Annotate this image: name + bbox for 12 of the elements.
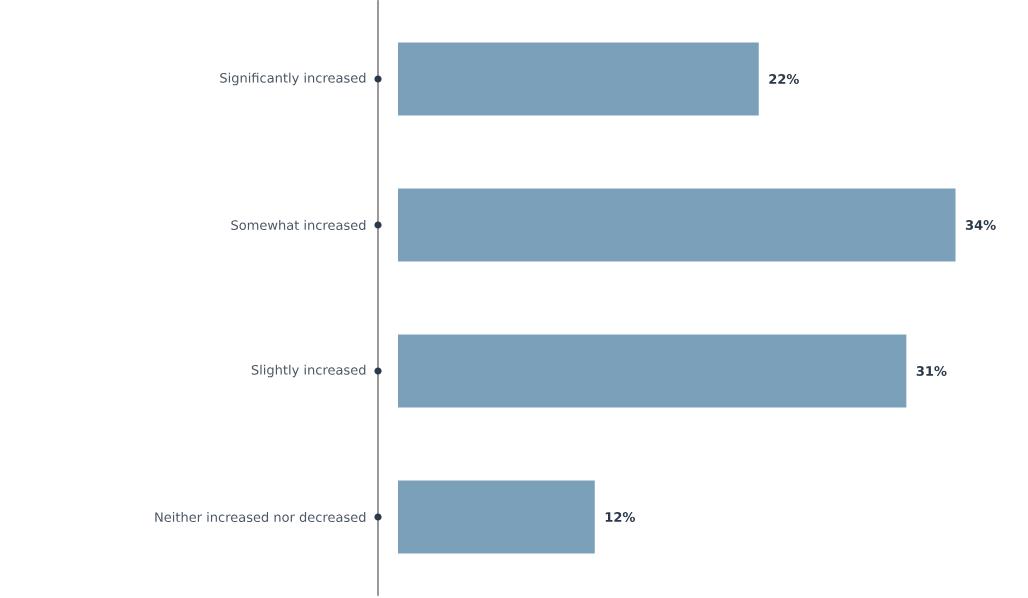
bar: [398, 334, 907, 408]
y-tick-label: Significantly increased: [220, 72, 366, 86]
data-label: 31%: [916, 366, 947, 376]
data-label: 12%: [605, 512, 636, 522]
data-label: 22%: [769, 74, 799, 84]
bar: [398, 188, 956, 262]
bar: [398, 480, 595, 554]
y-tick-label: Neither increased nor decreased: [155, 511, 366, 523]
y-tick-label: Slightly increased: [251, 364, 366, 378]
bar: [398, 42, 759, 116]
data-label: 34%: [965, 220, 996, 230]
y-tick-label: Somewhat increased: [231, 219, 366, 231]
